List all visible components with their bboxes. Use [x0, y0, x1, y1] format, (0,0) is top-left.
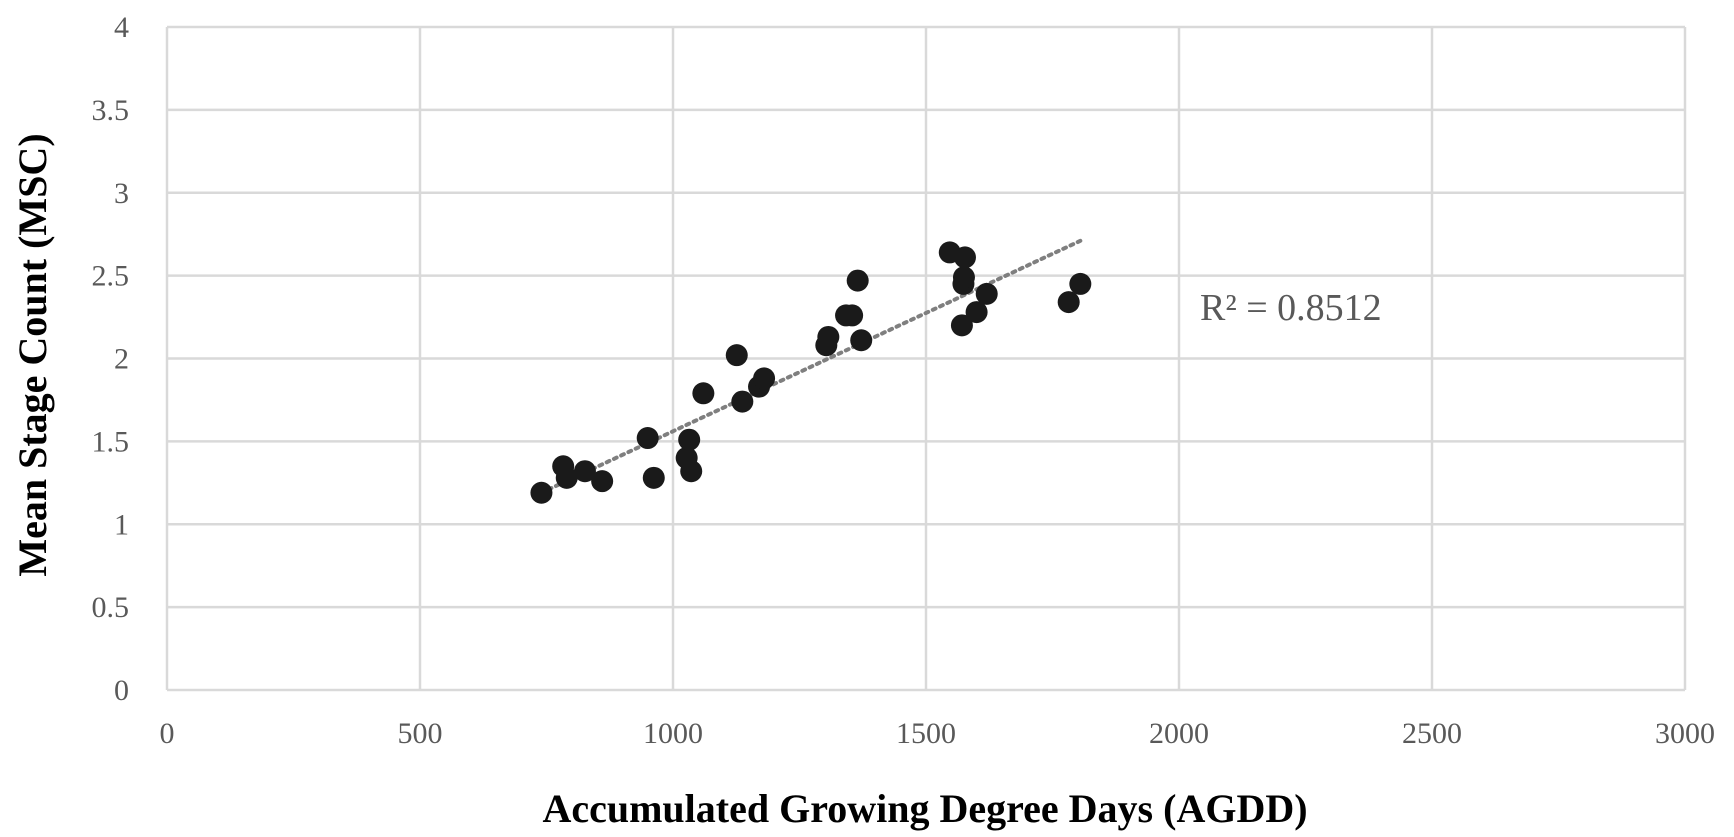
data-point [953, 246, 976, 269]
data-points [530, 241, 1092, 504]
x-tick-label: 3000 [1655, 717, 1715, 750]
y-tick-label: 2 [114, 343, 129, 376]
data-point [846, 269, 869, 292]
data-point [817, 325, 840, 348]
data-point [530, 481, 553, 504]
data-point [965, 301, 988, 324]
y-tick-label: 3 [114, 177, 129, 210]
x-tick-label: 2500 [1402, 717, 1462, 750]
x-tick-labels: 0 500 1000 1500 2000 2500 3000 [160, 717, 1716, 750]
data-point [731, 390, 754, 413]
y-tick-label: 3.5 [92, 94, 130, 127]
data-point [642, 466, 665, 489]
data-point [753, 367, 776, 390]
data-point [591, 470, 614, 493]
x-tick-label: 1000 [643, 717, 703, 750]
data-point [952, 266, 975, 289]
y-tick-label: 0 [114, 674, 129, 707]
data-point [950, 314, 973, 337]
y-tick-label: 2.5 [92, 260, 130, 293]
grid-lines [165, 25, 1687, 692]
x-tick-label: 0 [160, 717, 175, 750]
y-tick-label: 1 [114, 508, 129, 541]
x-tick-label: 2000 [1149, 717, 1209, 750]
data-point [680, 460, 703, 483]
y-tick-labels: 0 0.5 1 1.5 2 2.5 3 3.5 4 [92, 11, 130, 707]
y-tick-label: 4 [114, 11, 129, 44]
data-point [555, 466, 578, 489]
trendline [539, 238, 1083, 495]
data-point [1057, 291, 1080, 314]
data-point [636, 427, 659, 450]
y-tick-label: 0.5 [92, 591, 130, 624]
data-point [725, 344, 748, 367]
y-axis-title: Mean Stage Count (MSC) [10, 133, 55, 576]
data-point [841, 304, 864, 327]
data-point [975, 282, 998, 305]
data-point [850, 329, 873, 352]
data-point [1069, 272, 1092, 295]
x-tick-label: 500 [398, 717, 443, 750]
x-axis-title: Accumulated Growing Degree Days (AGDD) [542, 786, 1307, 831]
data-point [573, 460, 596, 483]
x-tick-label: 1500 [896, 717, 956, 750]
data-point [692, 382, 715, 405]
data-point [678, 428, 701, 451]
r-squared-label: R² = 0.8512 [1200, 287, 1382, 329]
y-tick-label: 1.5 [92, 425, 130, 458]
